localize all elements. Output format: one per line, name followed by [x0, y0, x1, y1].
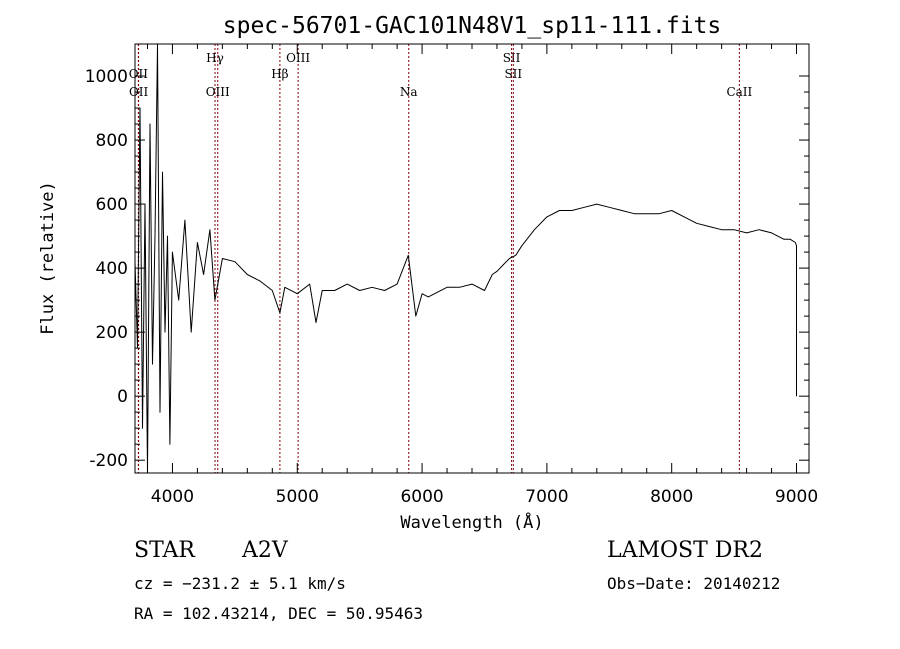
- spectral-line-label: SII: [503, 51, 521, 65]
- spectral-line-label: CaII: [726, 85, 752, 99]
- x-tick-label: 6000: [400, 487, 443, 507]
- coordinates: RA = 102.43214, DEC = 50.95463: [134, 604, 423, 623]
- x-tick-label: 5000: [276, 487, 319, 507]
- spectrum-series: [134, 43, 797, 474]
- y-tick-label: 800: [96, 131, 128, 151]
- x-tick-label: 8000: [650, 487, 693, 507]
- chart-title: spec-56701-GAC101N48V1_sp11-111.fits: [223, 13, 722, 39]
- y-axis-label: Flux (relative): [38, 181, 58, 335]
- x-axis-label: Wavelength (Å): [400, 511, 543, 533]
- spectral-line-label: SII: [504, 67, 522, 81]
- redshift-info: cz = −231.2 ± 5.1 km/s: [134, 574, 346, 593]
- y-tick-label: 200: [96, 323, 128, 343]
- x-tick-label: 9000: [775, 487, 818, 507]
- object-subclass: A2V: [242, 538, 288, 563]
- y-tick-label: -200: [89, 451, 128, 471]
- axis-ticks: 4000 5000 6000 7000 8000 9000 -200 0 200 400 600 80…: [85, 44, 818, 507]
- x-tick-label: 7000: [525, 487, 568, 507]
- observation-date: Obs−Date: 20140212: [607, 574, 781, 593]
- y-tick-label: 1000: [85, 67, 128, 87]
- spectral-line-label: OIII: [286, 51, 310, 65]
- spectral-line-label: Hγ: [206, 51, 224, 65]
- plot-frame: [134, 43, 810, 474]
- spectral-line-label: Hβ: [271, 67, 288, 81]
- spectral-line-label: Na: [400, 85, 418, 99]
- spectral-line-label: OIII: [206, 85, 230, 99]
- spectrum-line: [134, 43, 797, 474]
- survey-name: LAMOST DR2: [607, 538, 763, 563]
- y-tick-label: 400: [96, 259, 128, 279]
- y-tick-label: 600: [96, 195, 128, 215]
- object-type: STAR: [134, 538, 195, 563]
- y-tick-label: 0: [117, 387, 128, 407]
- x-tick-label: 4000: [151, 487, 194, 507]
